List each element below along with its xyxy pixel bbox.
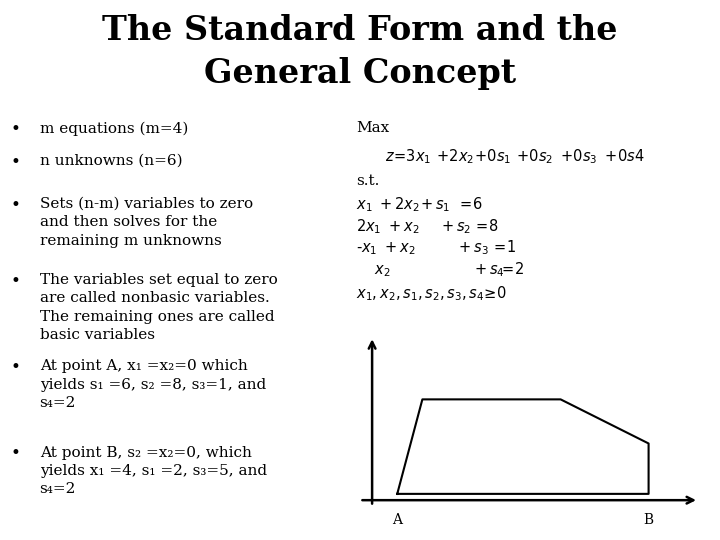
Text: Max: Max — [356, 122, 390, 136]
Text: At point B, s₂ =x₂=0, which
yields x₁ =4, s₁ =2, s₃=5, and
s₄=2: At point B, s₂ =x₂=0, which yields x₁ =4… — [40, 446, 266, 496]
Text: •: • — [11, 359, 21, 376]
Text: $x_1,x_2,s_1,s_2,s_3,s_4\!\geq\!0$: $x_1,x_2,s_1,s_2,s_3,s_4\!\geq\!0$ — [356, 284, 508, 303]
Text: n unknowns (n=6): n unknowns (n=6) — [40, 154, 182, 168]
Text: $\quad\ x_2\qquad\qquad\quad\ \ +s_4\!\!=\!2$: $\quad\ x_2\qquad\qquad\quad\ \ +s_4\!\!… — [356, 260, 525, 279]
Text: •: • — [11, 273, 21, 289]
Text: $x_1\ +2x_2\!+s_1\ \ \!=\!6$: $x_1\ +2x_2\!+s_1\ \ \!=\!6$ — [356, 195, 483, 214]
Text: A: A — [392, 513, 402, 527]
Text: $\text{-}x_1\ +x_2\qquad\quad\!+s_3\ \!=\!1$: $\text{-}x_1\ +x_2\qquad\quad\!+s_3\ \!=… — [356, 239, 516, 258]
Text: B: B — [644, 513, 654, 527]
Text: The Standard Form and the: The Standard Form and the — [102, 14, 618, 46]
Text: $2x_1\ +x_2\quad\ +s_2\ \!=\!8$: $2x_1\ +x_2\quad\ +s_2\ \!=\!8$ — [356, 217, 500, 236]
Text: s.t.: s.t. — [356, 174, 379, 188]
Text: •: • — [11, 154, 21, 171]
Text: At point A, x₁ =x₂=0 which
yields s₁ =6, s₂ =8, s₃=1, and
s₄=2: At point A, x₁ =x₂=0 which yields s₁ =6,… — [40, 359, 266, 410]
Text: •: • — [11, 122, 21, 138]
Text: •: • — [11, 446, 21, 462]
Text: m equations (m=4): m equations (m=4) — [40, 122, 188, 136]
Text: General Concept: General Concept — [204, 57, 516, 90]
Text: Sets (n-m) variables to zero
and then solves for the
remaining m unknowns: Sets (n-m) variables to zero and then so… — [40, 197, 253, 248]
Text: $z\!=\!3x_1\ \!+\!2x_2\!+\!0s_1\ \!+\!0s_2\ +\!0s_3\ +\!0s4$: $z\!=\!3x_1\ \!+\!2x_2\!+\!0s_1\ \!+\!0s… — [385, 147, 644, 166]
Text: •: • — [11, 197, 21, 214]
Text: The variables set equal to zero
are called nonbasic variables.
The remaining one: The variables set equal to zero are call… — [40, 273, 277, 342]
